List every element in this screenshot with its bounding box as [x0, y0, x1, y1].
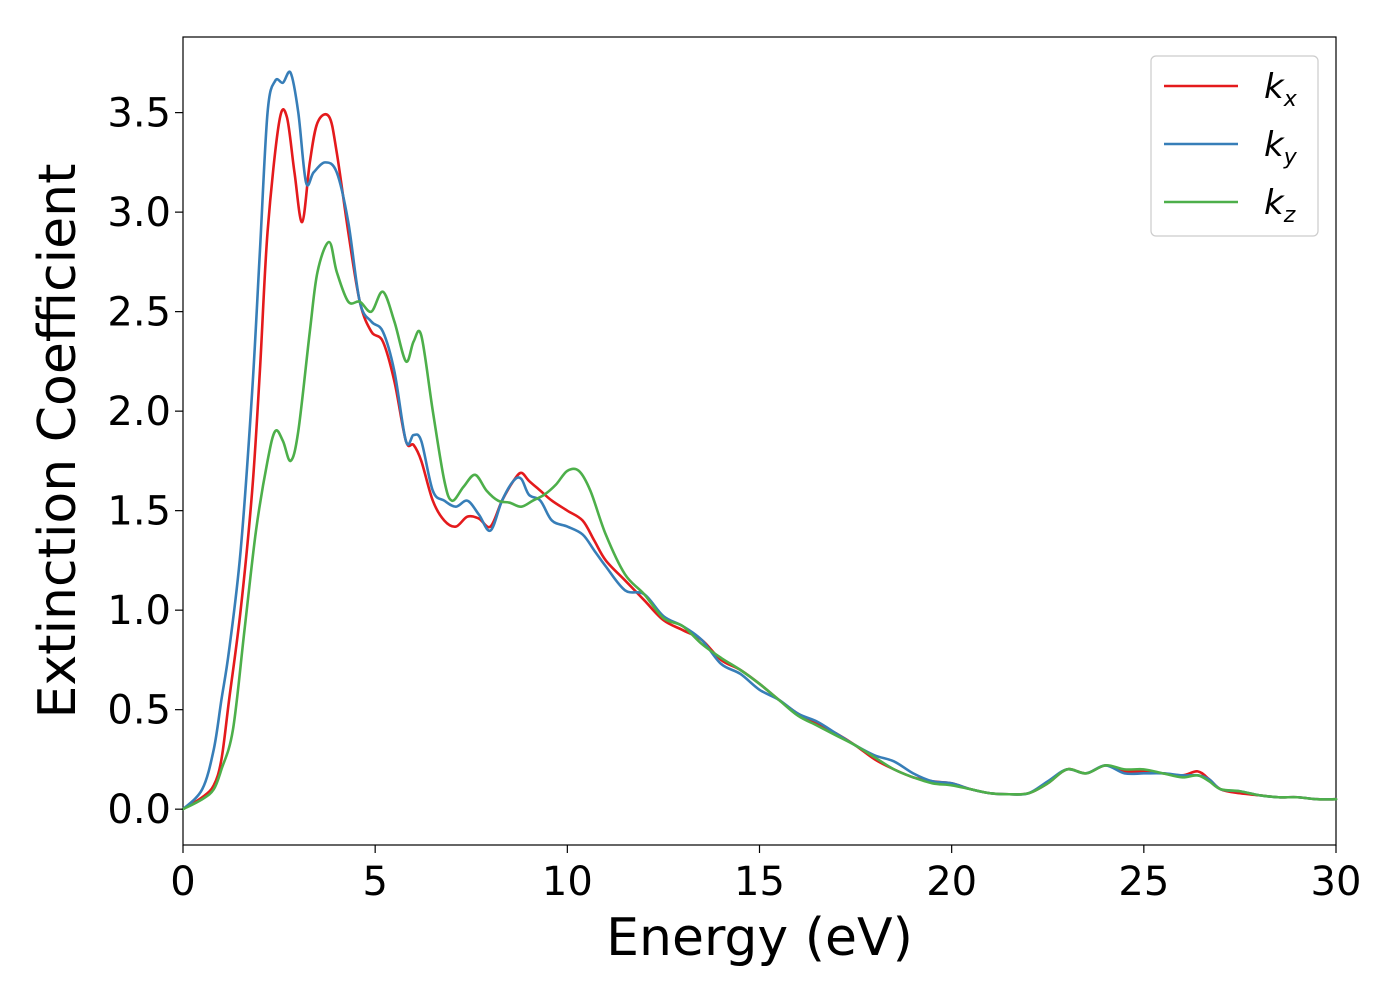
- y-tick-label: 0.5: [107, 688, 171, 734]
- y-tick-label: 0.0: [107, 787, 171, 833]
- x-axis-ticks: 0 5 10 15 20 25 30: [170, 845, 1361, 905]
- series-layer: [181, 70, 1338, 811]
- y-tick-label: 1.0: [107, 588, 171, 634]
- y-tick-label: 2.5: [107, 290, 171, 336]
- x-tick-label: 30: [1311, 859, 1362, 905]
- legend: kx ky kz: [1150, 55, 1319, 237]
- x-tick-label: 0: [170, 859, 195, 905]
- x-tick-label: 15: [734, 859, 785, 905]
- x-tick-label: 10: [542, 859, 593, 905]
- y-tick-label: 3.5: [107, 91, 171, 137]
- y-axis-ticks: 0.0 0.5 1.0 1.5 2.0 2.5 3.0 3.5: [107, 91, 183, 833]
- y-tick-label: 2.0: [107, 389, 171, 435]
- y-tick-label: 1.5: [107, 489, 171, 535]
- legend-label-kx: kx: [1264, 67, 1298, 112]
- x-axis-title: Energy (eV): [606, 908, 913, 968]
- legend-label-kz: kz: [1264, 183, 1296, 228]
- series-line-kz: [181, 240, 1338, 811]
- plot-area: [182, 36, 1337, 846]
- x-tick-label: 20: [926, 859, 977, 905]
- legend-label-ky: ky: [1264, 125, 1298, 170]
- y-tick-label: 3.0: [107, 190, 171, 236]
- x-tick-label: 25: [1118, 859, 1169, 905]
- legend-box: [1150, 55, 1319, 237]
- y-axis-title: Extinction Coefficient: [28, 164, 88, 719]
- x-tick-label: 5: [362, 859, 387, 905]
